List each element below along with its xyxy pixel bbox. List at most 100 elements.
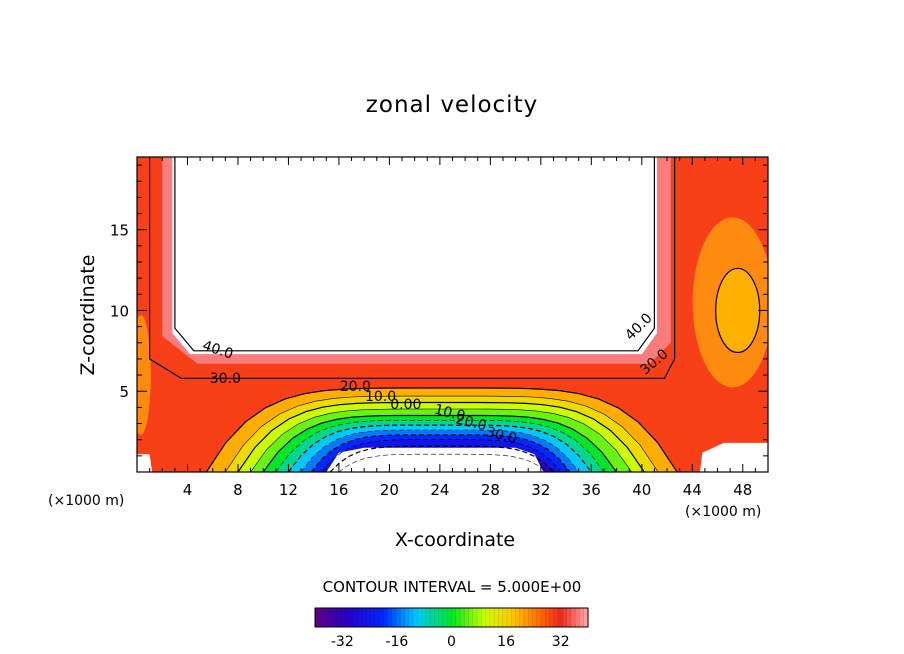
contour-line	[287, 424, 592, 472]
colorbar-ticks: -32 -16 0 16 32	[331, 634, 570, 650]
colorbar-swatch	[340, 608, 346, 627]
colorbar-swatch	[489, 608, 495, 627]
contour-line	[310, 434, 571, 472]
colorbar-swatch	[532, 608, 538, 627]
undefined-region	[699, 442, 768, 472]
x-tick-label: 16	[329, 481, 348, 499]
contour-line	[262, 414, 618, 472]
x-tick-label: 40	[632, 481, 651, 499]
colorbar-swatch	[536, 608, 542, 627]
colorbar-swatch	[425, 608, 431, 627]
colorbar-swatch	[421, 608, 427, 627]
colorbar-swatch	[545, 608, 551, 627]
contour-label: 30.0	[210, 371, 241, 387]
x-tick-label: 44	[683, 481, 702, 499]
colorbar-swatch	[319, 608, 325, 627]
colorbar-frame	[314, 607, 589, 628]
undefined-region	[172, 157, 657, 355]
colorbar-swatch	[357, 608, 363, 627]
colorbar-swatch	[366, 608, 372, 627]
colorbar-swatch	[481, 608, 487, 627]
colorbar-swatch	[468, 608, 474, 627]
x-tick-label: 32	[531, 481, 550, 499]
colorbar-swatch	[553, 608, 559, 627]
contour-label: 30.0	[484, 424, 518, 447]
colorbar-swatch	[549, 608, 555, 627]
colorbar-swatch	[583, 608, 589, 627]
contour-line	[250, 408, 632, 472]
contour-label: 10.0	[365, 389, 396, 405]
colorbar-swatch	[511, 608, 517, 627]
contour-line	[321, 439, 562, 472]
colorbar-swatch	[434, 608, 440, 627]
colorbar-swatch	[524, 608, 529, 627]
colorbar-swatch	[451, 608, 457, 627]
colorbar-swatch	[515, 608, 521, 627]
colorbar-swatch	[579, 608, 585, 627]
colorbar-tick-label: -16	[385, 634, 408, 650]
colorbar-swatch	[387, 608, 393, 627]
x-tick-label: 48	[733, 481, 752, 499]
colorbar-swatch	[383, 608, 389, 627]
x-tick-label: 28	[481, 481, 500, 499]
colorbar-swatch	[438, 608, 444, 627]
colorbar-swatch	[519, 608, 525, 627]
y-tick-label: 15	[110, 222, 129, 240]
x-tick-label: 8	[233, 481, 243, 499]
colorbar-swatch	[528, 608, 534, 627]
colorbar-swatch	[472, 608, 478, 627]
contour-plot-area	[137, 157, 768, 472]
colorbar-swatch	[391, 608, 397, 627]
colorbar-swatch	[374, 608, 380, 627]
x-tick-label: 24	[430, 481, 449, 499]
contour-line	[275, 420, 605, 472]
contour-line	[329, 445, 554, 472]
colorbar-swatch	[336, 608, 342, 627]
contour-line	[338, 453, 548, 472]
colorbar-swatch	[378, 608, 384, 627]
colorbar-swatch	[404, 608, 410, 627]
contour-line	[149, 157, 676, 379]
colorbar-swatch	[332, 608, 337, 627]
colorbar-swatch	[447, 608, 453, 627]
colorbar-swatch	[323, 608, 329, 627]
colorbar-swatch	[570, 608, 576, 627]
x-tick-label: 20	[380, 481, 399, 499]
contour-label: 10.0	[433, 402, 467, 425]
colorbar-swatch	[541, 608, 546, 627]
colorbar-tick-label: 16	[497, 634, 515, 650]
contour-lines	[149, 157, 761, 472]
colorbar-swatch	[361, 608, 367, 627]
colorbar-swatch	[413, 608, 418, 627]
y-tick-label: 10	[110, 302, 129, 320]
colorbar-swatch	[417, 608, 423, 627]
colorbar-swatch	[502, 608, 508, 627]
contour-line	[174, 157, 655, 352]
colorbar-swatch	[370, 608, 376, 627]
colorbar-swatch	[327, 608, 333, 627]
colorbar-swatch	[562, 608, 568, 627]
undefined-region	[326, 447, 544, 472]
colorbar-swatch	[344, 608, 350, 627]
colorbar-swatch	[498, 608, 504, 627]
colorbar-swatch	[400, 608, 406, 627]
contour-line	[300, 429, 579, 472]
colorbar-swatch	[349, 608, 354, 627]
colorbar	[315, 608, 589, 627]
x-tick-label: 12	[279, 481, 298, 499]
colorbar-swatch	[494, 608, 500, 627]
colorbar-swatch	[396, 608, 401, 627]
colorbar-swatch	[558, 608, 564, 627]
colorbar-tick-label: 0	[447, 634, 456, 650]
colorbar-swatch	[442, 608, 448, 627]
colorbar-tick-label: 32	[552, 634, 570, 650]
colorbar-swatch	[455, 608, 461, 627]
contour-label: 0.00	[390, 397, 421, 413]
colorbar-swatch	[477, 608, 482, 627]
x-unit-left: (×1000 m)	[48, 493, 124, 509]
colorbar-swatch	[485, 608, 491, 627]
colorbar-swatch	[408, 608, 414, 627]
contour-interval-label: CONTOUR INTERVAL = 5.000E+00	[323, 578, 582, 596]
contour-line	[205, 387, 678, 472]
